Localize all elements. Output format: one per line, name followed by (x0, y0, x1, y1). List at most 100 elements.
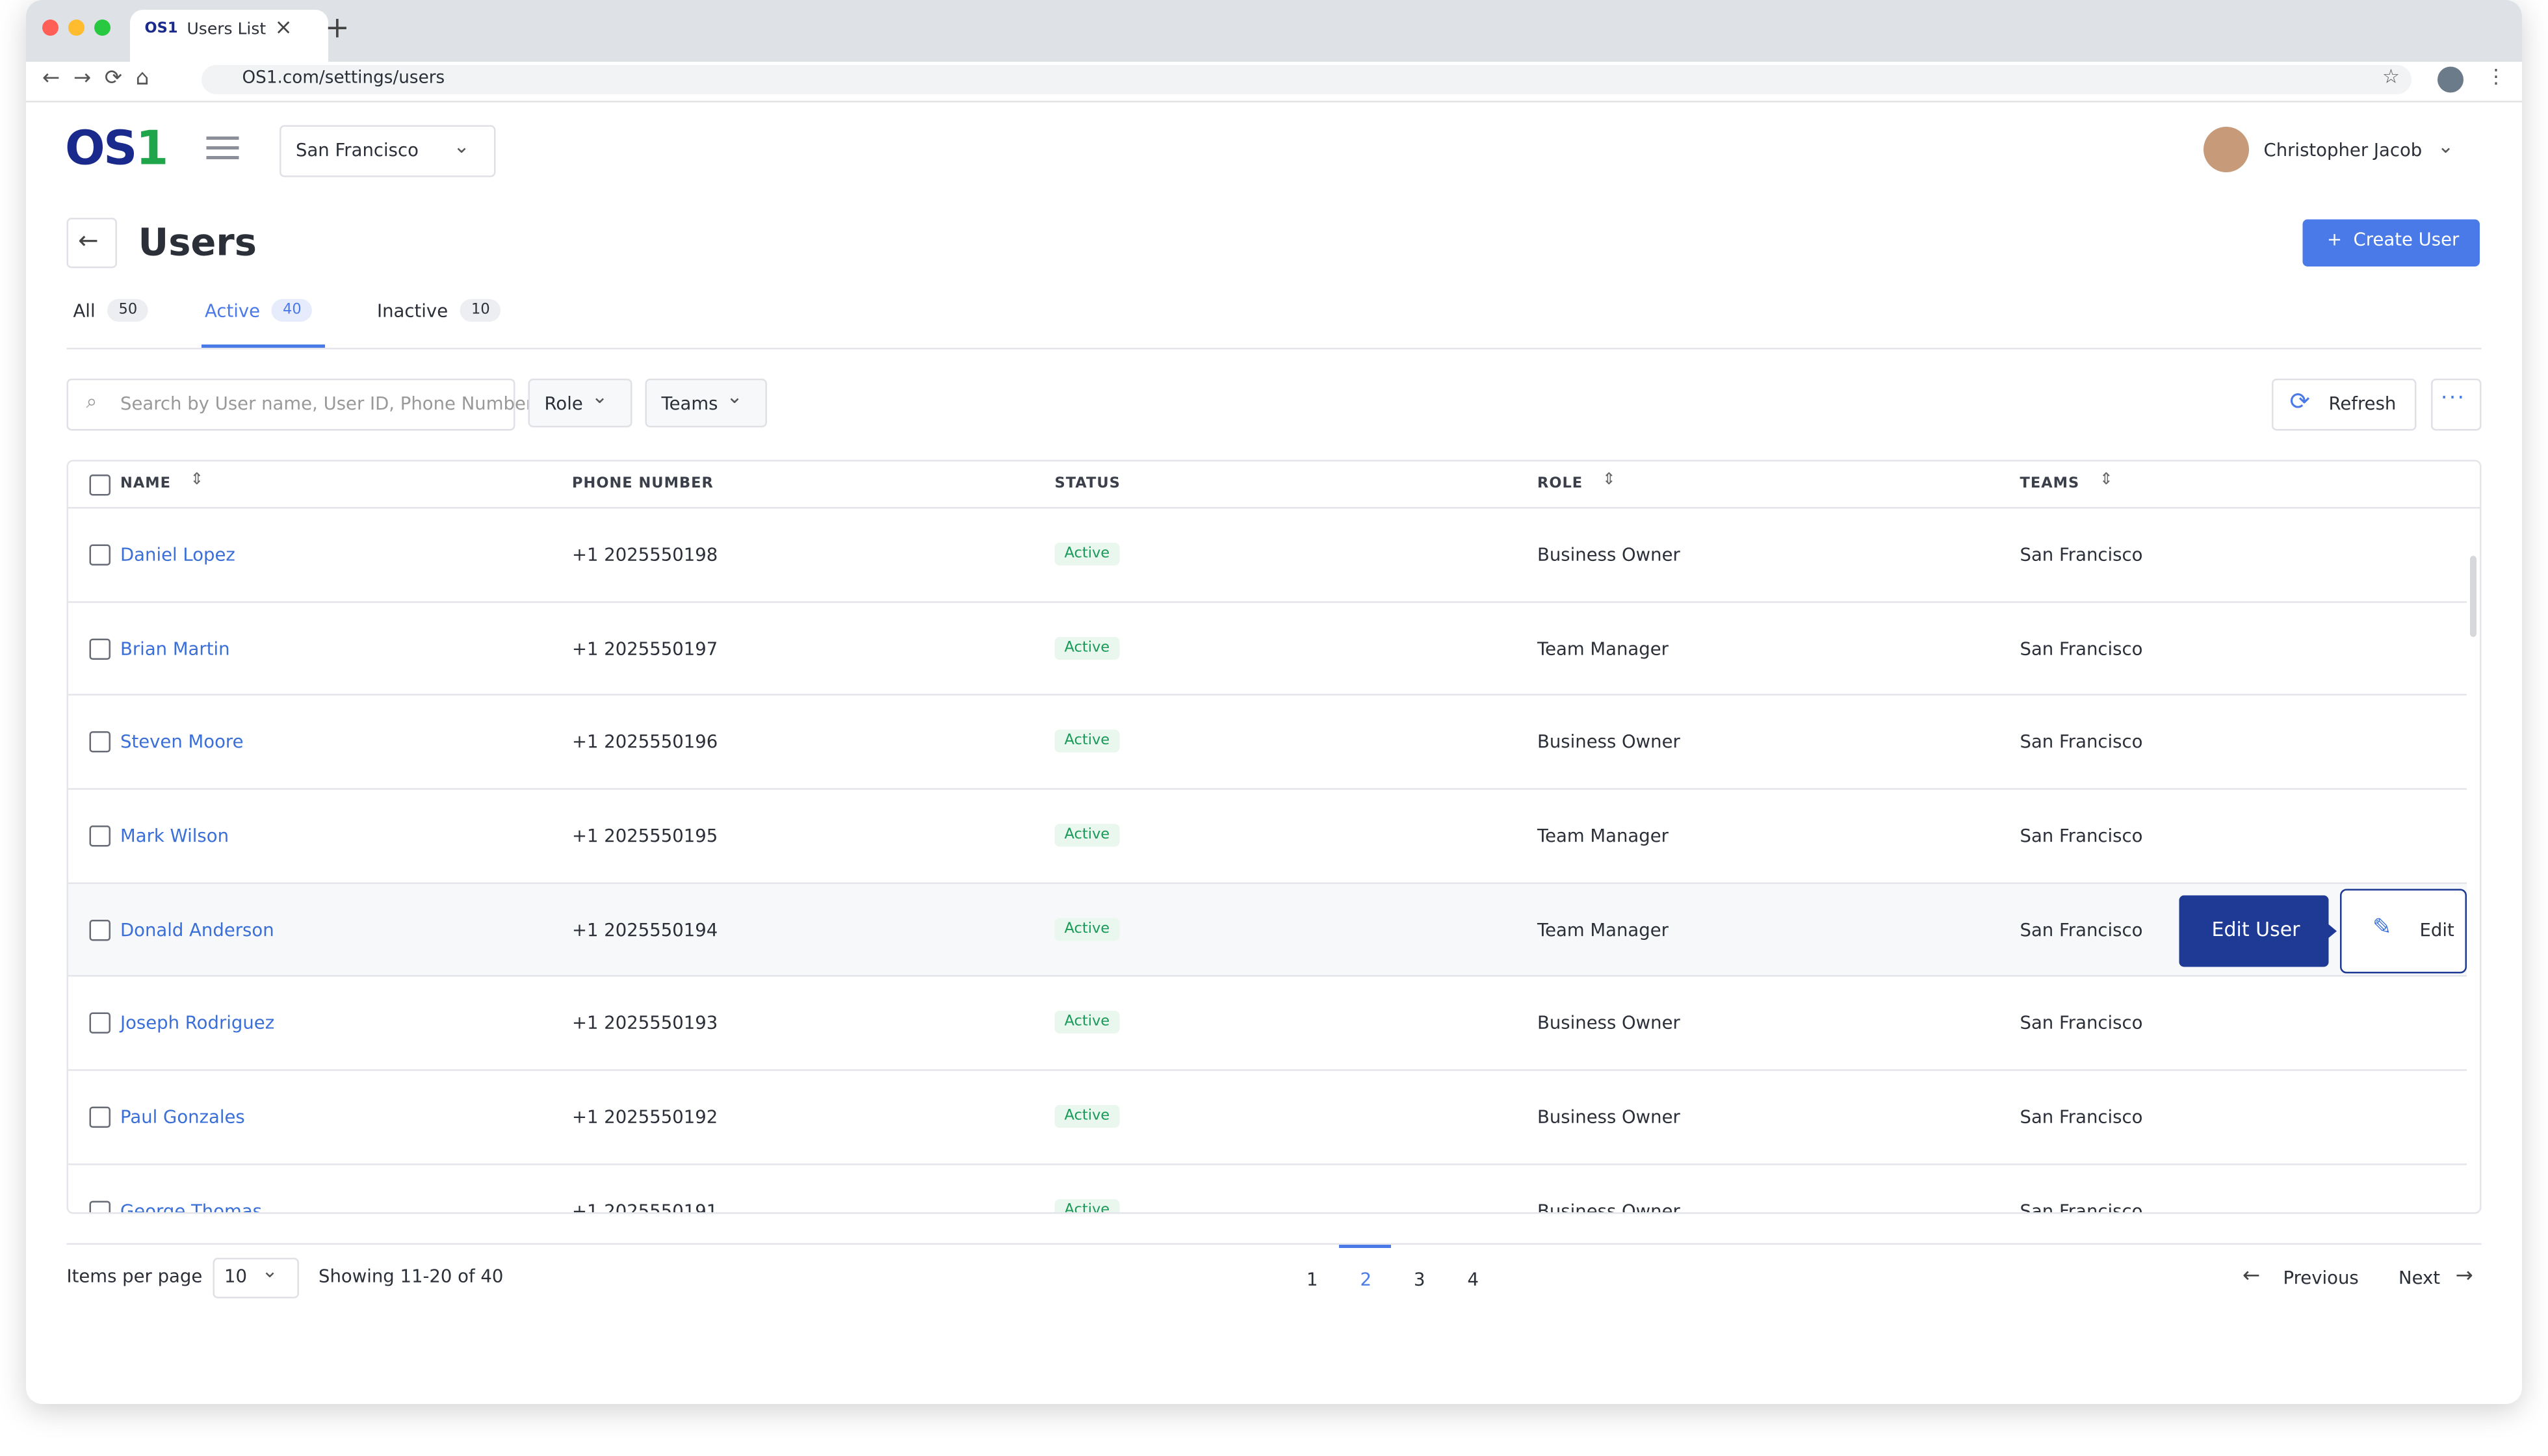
location-caret: ⌄ (453, 135, 470, 158)
edit-button[interactable] (2340, 888, 2467, 973)
previous[interactable]: Previous (2283, 1268, 2359, 1289)
new-tab[interactable]: + (325, 11, 350, 46)
user-name-link[interactable]: George Thomas (120, 1200, 263, 1214)
cell: Business Owner (1537, 1013, 1680, 1034)
ipp-caret: ⌄ (261, 1259, 278, 1282)
checkbox[interactable] (89, 1013, 110, 1034)
table-row (68, 1071, 2467, 1165)
tab-label[interactable]: Inactive (377, 300, 448, 322)
search-icon: ⌕ (86, 390, 98, 413)
sort-icon[interactable]: ⇕ (190, 471, 204, 489)
table-row (68, 883, 2467, 978)
url: OS1.com/settings/users (242, 68, 445, 88)
tab-label[interactable]: Active (205, 300, 261, 322)
filter-button[interactable] (528, 378, 632, 428)
create-user-label: Create User (2353, 229, 2460, 251)
user-name-link[interactable]: Daniel Lopez (120, 544, 235, 566)
back-button[interactable] (66, 218, 117, 268)
tab-count: 40 (271, 299, 313, 322)
refresh-label: Refresh (2328, 393, 2397, 415)
back-arrow: ← (78, 226, 99, 255)
sort-icon[interactable]: ⇕ (2100, 471, 2113, 489)
column-header: PHONE NUMBER (572, 476, 714, 493)
table-header (68, 462, 2480, 509)
showing: Showing 11-20 of 40 (318, 1266, 504, 1288)
edit-label: Edit (2419, 919, 2454, 941)
prev-arrow[interactable]: ← (2242, 1264, 2261, 1289)
tab[interactable] (130, 10, 328, 62)
items-per-page-label: Items per page (66, 1266, 203, 1288)
user-caret[interactable]: ⌄ (2438, 135, 2454, 158)
user-name-link[interactable]: Paul Gonzales (120, 1106, 245, 1128)
column-header[interactable]: ROLE (1537, 476, 1583, 493)
column-header[interactable]: TEAMS (2020, 476, 2080, 493)
user-name-link[interactable]: Mark Wilson (120, 825, 229, 847)
table-row (68, 977, 2467, 1071)
tab-close[interactable]: × (274, 16, 292, 41)
user-name-link[interactable]: Steven Moore (120, 731, 244, 753)
cell: San Francisco (2020, 825, 2143, 847)
more-dots: ··· (2441, 387, 2466, 411)
user-name[interactable]: Christopher Jacob (2263, 140, 2423, 161)
checkbox[interactable] (89, 474, 110, 496)
user-name-link[interactable]: Brian Martin (120, 638, 230, 659)
tab-count: 10 (460, 299, 502, 322)
checkbox[interactable] (89, 919, 110, 941)
hamburger[interactable] (206, 136, 239, 140)
close-dot[interactable] (42, 20, 58, 36)
nav-icons[interactable]: ← → ⟳ ⌂ (42, 66, 150, 92)
scrollbar (2470, 556, 2476, 637)
page-number[interactable]: 1 (1306, 1269, 1318, 1291)
bookmark-star[interactable]: ☆ (2382, 65, 2400, 88)
menu-dots[interactable]: ⋮ (2486, 65, 2506, 88)
footer-divider (66, 1243, 2482, 1245)
more-button[interactable] (2431, 378, 2482, 431)
cell: +1 2025550198 (572, 544, 718, 566)
items-per-page-select[interactable] (213, 1258, 299, 1299)
avatar[interactable] (2204, 127, 2249, 172)
search-box[interactable] (66, 378, 515, 431)
cell: +1 2025550193 (572, 1013, 718, 1034)
tab-logo: OS1 (144, 21, 178, 38)
checkbox[interactable] (89, 1200, 110, 1212)
search-placeholder: Search by User name, User ID, Phone Numb… (120, 393, 534, 415)
filter-caret: ⌄ (726, 385, 743, 408)
cell: San Francisco (2020, 1013, 2143, 1034)
user-name-link[interactable]: Donald Anderson (120, 919, 274, 941)
max-dot[interactable] (94, 20, 110, 36)
page-number[interactable]: 2 (1360, 1269, 1372, 1291)
tooltip (2179, 894, 2329, 967)
profile-icon[interactable] (2438, 66, 2464, 93)
location-select[interactable] (280, 125, 496, 177)
table-row (68, 696, 2467, 790)
tab-bar (26, 0, 2522, 62)
next[interactable]: Next (2398, 1268, 2441, 1289)
checkbox[interactable] (89, 544, 110, 566)
edit-icon: ✎ (2372, 914, 2392, 941)
page-number[interactable]: 3 (1414, 1269, 1425, 1291)
next-arrow[interactable]: → (2455, 1264, 2473, 1289)
logo[interactable]: OS1 (65, 120, 168, 176)
checkbox[interactable] (89, 825, 110, 847)
refresh-button[interactable] (2272, 378, 2417, 431)
checkbox[interactable] (89, 1106, 110, 1128)
logo-main: OS (65, 120, 137, 176)
status-pill: Active (1054, 542, 1120, 566)
min-dot[interactable] (68, 20, 84, 36)
url-field[interactable] (202, 65, 2412, 94)
browser-window: OS1 Users List × + ← → ⟳ ⌂ OS1.com/setti… (26, 0, 2522, 1404)
checkbox[interactable] (89, 731, 110, 753)
checkbox[interactable] (89, 638, 110, 659)
filter-button[interactable] (645, 378, 767, 428)
create-user-button[interactable] (2302, 219, 2480, 266)
sort-icon[interactable]: ⇕ (1602, 471, 1616, 489)
page-number[interactable]: 4 (1467, 1269, 1479, 1291)
tab-label[interactable]: All (73, 300, 96, 322)
cell: Team Manager (1537, 825, 1669, 847)
user-name-link[interactable]: Joseph Rodriguez (120, 1013, 275, 1034)
plus: + (2327, 229, 2354, 251)
column-header[interactable]: NAME (120, 476, 172, 493)
cell: San Francisco (2020, 1200, 2143, 1214)
